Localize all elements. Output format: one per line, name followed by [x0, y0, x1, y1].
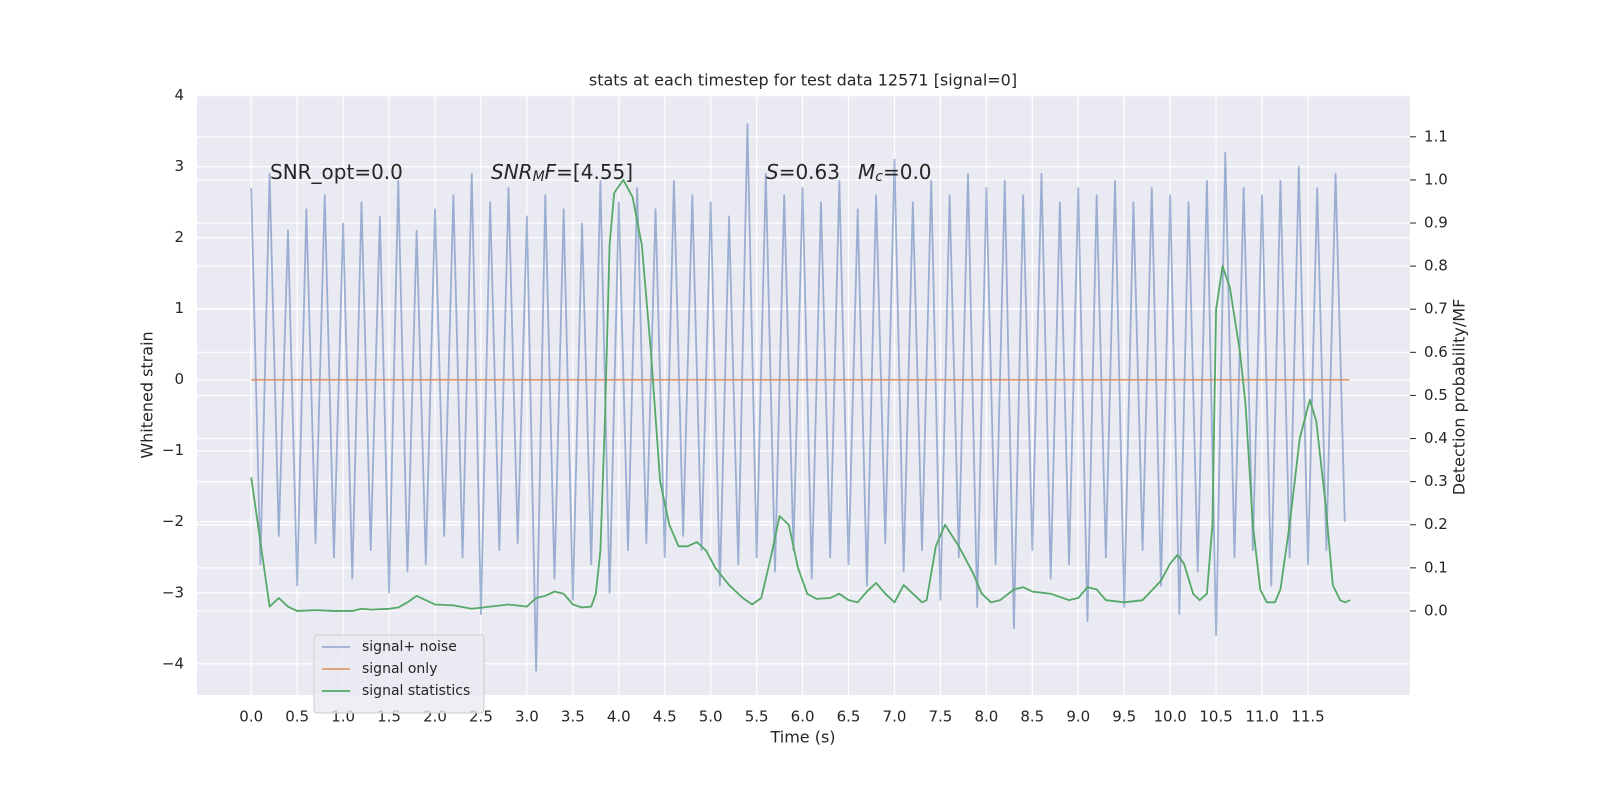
y-tick-label: −2 [162, 512, 184, 530]
y2-tick-label: 0.6 [1424, 343, 1448, 361]
annotation: S=0.63 [766, 160, 840, 184]
annotation-part: M [533, 169, 545, 185]
x-tick-label: 6.0 [791, 708, 815, 726]
legend-label: signal statistics [362, 683, 470, 699]
annotation-part: =0.63 [779, 160, 840, 184]
y-axis-label: Whitened strain [138, 331, 157, 458]
annotation: SNRMF=[4.55] [491, 160, 633, 185]
x-tick-label: 9.5 [1112, 708, 1136, 726]
legend-label: signal only [362, 661, 437, 677]
y-tick-label: −1 [162, 441, 184, 459]
x-tick-label: 5.5 [745, 708, 769, 726]
annotation-part: =0.0 [883, 160, 932, 184]
legend: signal+ noise signal only signal statistic… [313, 634, 485, 714]
x-tick-label: 4.5 [653, 708, 677, 726]
x-tick-label: 8.5 [1020, 708, 1044, 726]
annotation-part: F [545, 160, 557, 184]
y2-tick-label: 0.3 [1424, 472, 1448, 490]
y2-tick-label: 1.1 [1424, 127, 1448, 145]
y2-tick-label: 0.2 [1424, 515, 1448, 533]
marks [250, 123, 1351, 672]
x-tick-label: 11.0 [1245, 708, 1278, 726]
y2-tick-label: 0.4 [1424, 429, 1448, 447]
legend-label: signal+ noise [362, 639, 457, 655]
labels: 0.0 0.5 1.0 1.5 2.0 2.5 3.0 3.5 4.0 4.5 5.0 5.5 6.0 6… [162, 86, 1448, 725]
y-tick-label: 2 [174, 228, 184, 246]
series-line [250, 123, 1346, 672]
annotation-part: =[4.55] [556, 160, 633, 184]
annotation-part: M [858, 160, 875, 184]
y2-tick-label: 0.0 [1424, 601, 1448, 619]
x-tick-label: 8.0 [974, 708, 998, 726]
series-line [250, 179, 1351, 612]
y-tick-label: −3 [162, 583, 184, 601]
chart-title: stats at each timestep for test data 125… [589, 71, 1017, 90]
x-tick-label: 4.0 [607, 708, 631, 726]
y2-tick-label: 0.9 [1424, 214, 1448, 232]
x-tick-label: 11.5 [1291, 708, 1324, 726]
y-tick-label: 3 [174, 157, 184, 175]
legend-box [313, 634, 485, 714]
y-tick-label: −4 [162, 654, 184, 672]
annotation: SNR_opt=0.0 [270, 160, 403, 184]
annotation-part: SNR_opt=0.0 [270, 160, 403, 184]
x-tick-label: 10.5 [1199, 708, 1232, 726]
y-tick-label: 1 [174, 299, 184, 317]
y2-tick-label: 0.7 [1424, 300, 1448, 318]
x-tick-label: 0.5 [285, 708, 309, 726]
x-tick-label: 7.5 [928, 708, 952, 726]
y-tick-label: 4 [174, 86, 184, 104]
x-tick-label: 0.0 [239, 708, 263, 726]
annotation: Mc=0.0 [858, 160, 932, 185]
y2-tick-label: 1.0 [1424, 170, 1448, 188]
x-tick-label: 9.0 [1066, 708, 1090, 726]
y2-tick-label: 0.1 [1424, 558, 1448, 576]
annotation-part: c [875, 169, 883, 185]
y-tick-label: 0 [174, 370, 184, 388]
annotation-part: S [766, 160, 779, 184]
x-tick-label: 3.5 [561, 708, 585, 726]
x-tick-label: 7.0 [883, 708, 907, 726]
y2-axis-label: Detection probability/MF [1450, 299, 1469, 496]
x-tick-label: 6.5 [837, 708, 861, 726]
x-axis-label: Time (s) [769, 728, 835, 747]
x-tick-label: 10.0 [1153, 708, 1186, 726]
x-tick-label: 3.0 [515, 708, 539, 726]
annotation-part: SNR [491, 160, 533, 184]
x-tick-label: 5.0 [699, 708, 723, 726]
y2-tick-label: 0.5 [1424, 386, 1448, 404]
y2-tick-label: 0.8 [1424, 257, 1448, 275]
